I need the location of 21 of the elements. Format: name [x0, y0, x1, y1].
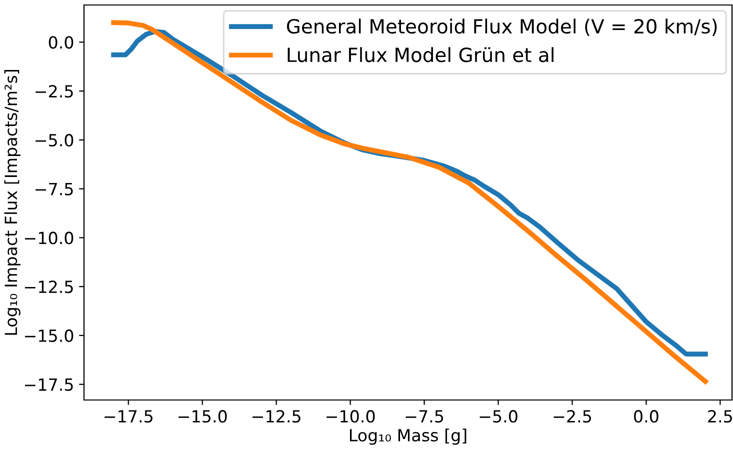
y-axis-title: Log₁₀ Impact Flux [Impacts/m²s]	[4, 70, 20, 335]
x-axis-title: Log₁₀ Mass [g]	[350, 428, 466, 445]
legend-label: Lunar Flux Model Grün et al	[288, 47, 554, 62]
y-tick-label: −12.5	[24, 280, 73, 294]
y-tick-label: −10.0	[24, 232, 74, 244]
y-tick-label: −15.0	[24, 329, 74, 342]
y-tick-label: −7.5	[36, 182, 73, 196]
x-tick-label: −10.0	[326, 410, 375, 423]
y-tick-label: −5.0	[36, 134, 74, 146]
x-tick-label: −12.5	[252, 410, 300, 423]
x-tick-label: 0.0	[634, 410, 658, 423]
x-tick-label: −7.5	[406, 410, 444, 423]
legend-label: General Meteoroid Flux Model (V = 20 km/s)	[286, 18, 717, 36]
x-tick-label: −2.5	[554, 410, 591, 423]
x-tick-label: −17.5	[104, 410, 152, 423]
y-tick-label: 0.0	[48, 36, 74, 49]
x-tick-label: 2.5	[708, 410, 732, 423]
y-tick-label: −2.5	[36, 85, 73, 98]
y-tick-label: −17.5	[24, 378, 73, 391]
x-tick-label: −15.0	[178, 410, 227, 423]
x-tick-label: −5.0	[480, 410, 518, 423]
